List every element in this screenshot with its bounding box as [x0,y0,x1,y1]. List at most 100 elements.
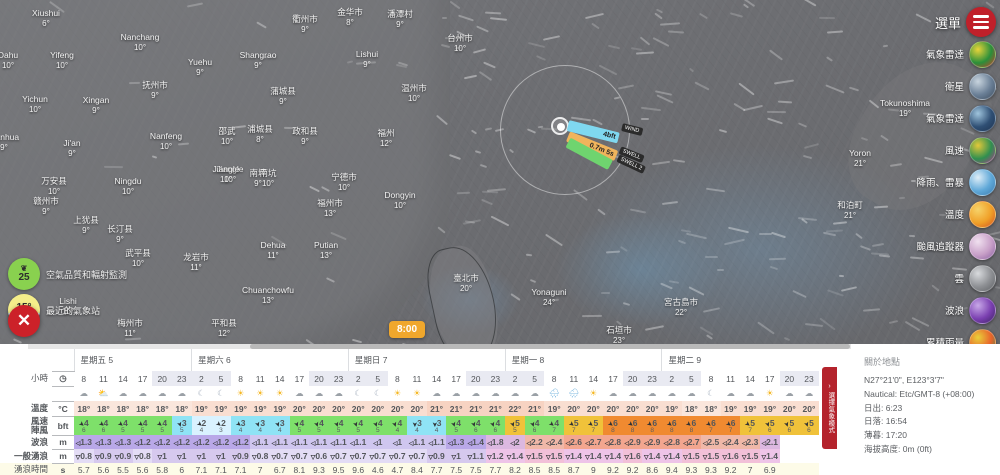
hour-cell[interactable]: 5 [525,371,545,386]
gust-value: 3 [211,428,231,434]
waves-icon[interactable] [969,297,996,324]
hour-cell[interactable]: 8 [231,371,251,386]
wind-cell: ➤4 5 [348,416,368,435]
wave-direction-arrow: ◁ [526,441,531,447]
menu-item-hurricane-tracker[interactable]: 颱風追蹤器 [880,232,996,260]
wind-cell: ➤4 6 [525,416,545,435]
hour-cell[interactable]: 11 [407,371,427,386]
map-canvas[interactable]: Xiushui 6° Nanchang 10° Dahu 10° Yifeng 10° Yueh… [0,0,1000,360]
radar-icon[interactable] [969,105,996,132]
hour-cell[interactable]: 20 [780,371,800,386]
hour-cell[interactable]: 11 [721,371,741,386]
wave-direction-arrow: ◁ [193,441,198,447]
hour-cell[interactable]: 14 [427,371,447,386]
menu-item-radar[interactable]: 氣象雷達 [880,104,996,132]
swell-direction-arrow: ▽ [664,455,669,461]
satellite-icon[interactable] [969,73,996,100]
hour-cell[interactable]: 8 [701,371,721,386]
menu-item-cloud[interactable]: 雲 [880,264,996,292]
hour-cell[interactable]: 23 [486,371,506,386]
swell-direction-arrow: ▽ [291,455,296,461]
weather-model-tab[interactable]: › 選擇氣象模式 [822,367,837,449]
hour-cell[interactable]: 11 [94,371,114,386]
wave-direction-arrow: ◁ [762,441,767,447]
hour-cell[interactable]: 20 [309,371,329,386]
wave-direction-arrow: ◁ [644,441,649,447]
swell-direction-arrow: ▽ [468,455,473,461]
map-place-label: 福州 12° [377,128,394,148]
hour-cell[interactable]: 8 [74,371,94,386]
air-quality-widget[interactable]: ❦ 25 空氣品質和輻射監測 [8,258,127,290]
forecast-table-wrap[interactable]: 星期五 5 星期六 6 星期日 7 星期一 8 星期二 9 小時 ◷ 8 11 14 17 20 23… [0,349,851,475]
hour-cell[interactable]: 14 [270,371,290,386]
wave-direction-arrow: ◁ [350,441,355,447]
hour-cell[interactable]: 2 [192,371,212,386]
hour-cell[interactable]: 20 [466,371,486,386]
menu-item-radar[interactable]: 氣象雷達 [880,40,996,68]
gust-value: 6 [74,428,94,434]
menu-item-satellite[interactable]: 衛星 [880,72,996,100]
map-place-label: 长汀县 9° [107,224,133,244]
weather-icon-cell: ☁ [662,386,682,401]
hour-cell[interactable]: 14 [740,371,760,386]
wind-cell: ➤4 6 [466,416,486,435]
hour-cell[interactable]: 2 [348,371,368,386]
hour-cell[interactable]: 8 [544,371,564,386]
hour-cell[interactable]: 23 [329,371,349,386]
day-header[interactable]: 星期五 5 [74,349,192,371]
hour-cell[interactable]: 17 [760,371,780,386]
temperature-cell: 19° [740,401,760,416]
timeline-time-badge: 8:00 [389,321,425,338]
day-header[interactable]: 星期六 6 [192,349,349,371]
menu-item-wind[interactable]: 風速 [880,136,996,164]
hour-cell[interactable]: 23 [172,371,192,386]
wind-cell: ➤4 5 [133,416,153,435]
temperature-icon[interactable] [969,201,996,228]
temperature-cell: 21° [427,401,447,416]
wind-cell: ➤5 6 [760,416,780,435]
hurricane-tracker-icon[interactable] [969,233,996,260]
weather-icon-cell: ☁ [799,386,819,401]
hour-cell[interactable]: 2 [662,371,682,386]
hour-cell[interactable]: 17 [290,371,310,386]
hour-cell[interactable]: 17 [603,371,623,386]
hour-cell[interactable]: 14 [113,371,133,386]
hour-cell[interactable]: 11 [564,371,584,386]
hour-cell[interactable]: 20 [152,371,172,386]
day-header[interactable]: 星期一 8 [505,349,662,371]
rain-thunder-icon[interactable] [969,169,996,196]
close-icon[interactable]: ✕ [8,305,40,337]
swell-direction-arrow: ▽ [722,455,727,461]
cloud-icon[interactable] [969,265,996,292]
day-header[interactable]: 星期二 9 [662,349,819,371]
wave-cell: ◁1.1 [270,435,290,449]
map-marker[interactable] [551,117,569,135]
hamburger-icon[interactable] [966,7,996,37]
hour-cell[interactable]: 5 [211,371,231,386]
day-header[interactable]: 星期日 7 [348,349,505,371]
menu-toggle[interactable]: 選單 [880,8,996,36]
map-place-label: 福州市 13° [317,198,343,218]
layer-menu[interactable]: 選單 氣象雷達衛星氣象雷達風速降雨、雷暴溫度颱風追蹤器雲波浪累積雨量 [880,8,996,360]
menu-item-temperature[interactable]: 溫度 [880,200,996,228]
menu-item-waves[interactable]: 波浪 [880,296,996,324]
wind-icon[interactable] [969,137,996,164]
hour-cell[interactable]: 14 [584,371,604,386]
hour-cell[interactable]: 11 [250,371,270,386]
map-place-label: Yifeng 10° [50,50,74,70]
hour-cell[interactable]: 5 [368,371,388,386]
location-timezone: Nautical: Etc/GMT-8 (+08:00) [864,388,994,402]
swell-direction-arrow: ▽ [272,455,277,461]
hour-cell[interactable]: 17 [446,371,466,386]
radar-icon[interactable] [969,41,996,68]
hour-cell[interactable]: 23 [642,371,662,386]
hour-cell[interactable]: 23 [799,371,819,386]
hour-cell[interactable]: 5 [682,371,702,386]
menu-item-rain-thunder[interactable]: 降雨、雷暴 [880,168,996,196]
hour-cell[interactable]: 20 [623,371,643,386]
hour-cell[interactable]: 17 [133,371,153,386]
hour-cell[interactable]: 8 [388,371,408,386]
weather-icon-cell: ☁ [780,386,800,401]
hour-cell[interactable]: 2 [505,371,525,386]
map-place-label: Lianhua9° [0,132,19,152]
